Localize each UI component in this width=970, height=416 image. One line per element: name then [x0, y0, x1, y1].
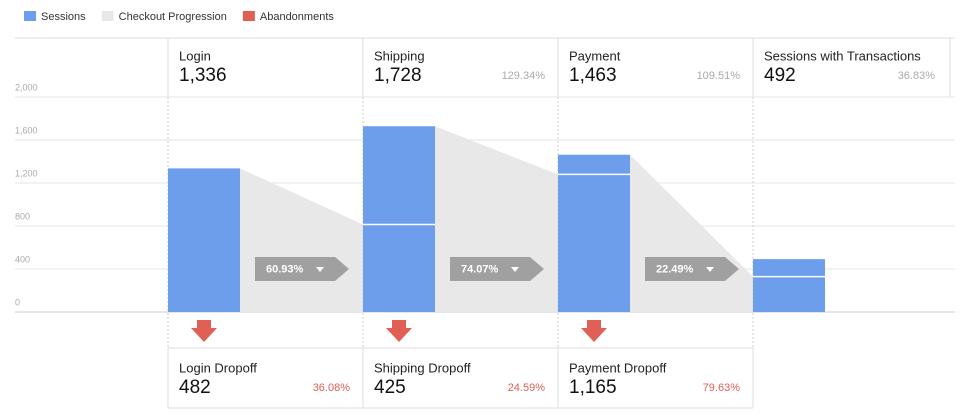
progression-percent[interactable]: 60.93%: [266, 263, 304, 275]
dropdown-caret[interactable]: [316, 267, 324, 272]
y-tick-label: 0: [15, 297, 20, 307]
dropoff-value: 482: [179, 377, 211, 398]
y-tick-label: 1,600: [15, 125, 38, 135]
abandon-arrow: [581, 320, 607, 342]
progression-arrow[interactable]: [645, 257, 739, 281]
stage-percent: 109.51%: [697, 70, 741, 82]
legend-label: Abandonments: [260, 11, 334, 23]
stage-name: Login: [179, 48, 211, 63]
progression-arrow[interactable]: [255, 257, 349, 281]
legend-swatch: [242, 11, 255, 21]
dropdown-caret[interactable]: [706, 267, 714, 272]
dropdown-caret[interactable]: [511, 267, 519, 272]
y-tick-label: 400: [15, 254, 30, 264]
dropoff-percent: 36.08%: [313, 382, 351, 394]
dropoff-percent: 79.63%: [703, 382, 741, 394]
abandon-arrow: [191, 320, 217, 342]
stage-name: Payment: [569, 48, 621, 63]
dropoff-name: Login Dropoff: [179, 360, 257, 375]
legend-swatch: [101, 11, 114, 21]
progression-area: [435, 126, 558, 313]
session-bar: [753, 259, 825, 312]
stage-value: 1,463: [569, 65, 617, 86]
progression-percent[interactable]: 74.07%: [461, 263, 499, 275]
progression-arrow[interactable]: [450, 257, 544, 281]
stage-value: 1,336: [179, 65, 227, 86]
stage-name: Shipping: [374, 48, 425, 63]
y-tick-label: 800: [15, 211, 30, 221]
dropoff-value: 1,165: [569, 377, 617, 398]
dropoff-percent: 24.59%: [508, 382, 546, 394]
legend-label: Sessions: [41, 11, 86, 23]
stage-percent: 129.34%: [502, 70, 546, 82]
session-bar: [363, 126, 435, 313]
abandon-arrow: [386, 320, 412, 342]
legend-label: Checkout Progression: [119, 11, 227, 23]
stage-percent: 36.83%: [898, 70, 936, 82]
progression-percent[interactable]: 22.49%: [656, 263, 694, 275]
legend-swatch: [24, 11, 36, 21]
y-tick-label: 1,200: [15, 168, 38, 178]
session-bar: [168, 168, 240, 312]
stage-value: 1,728: [374, 65, 422, 86]
session-bar: [558, 154, 630, 312]
dropoff-value: 425: [374, 377, 406, 398]
progression-area: [240, 168, 363, 312]
dropoff-name: Payment Dropoff: [569, 360, 667, 375]
stage-name: Sessions with Transactions: [764, 48, 921, 63]
stage-value: 492: [764, 65, 796, 86]
y-tick-label: 2,000: [15, 82, 38, 92]
dropoff-name: Shipping Dropoff: [374, 360, 471, 375]
progression-area: [630, 154, 753, 312]
